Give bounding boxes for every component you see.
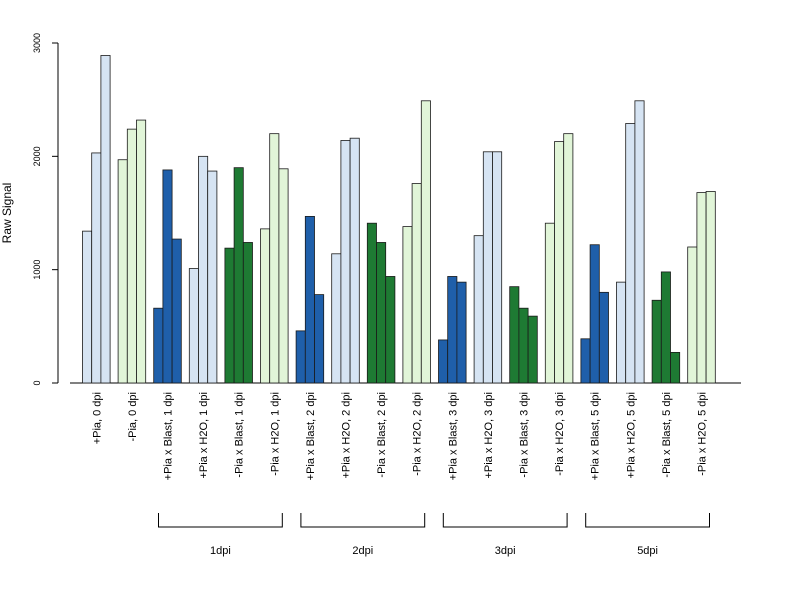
bar — [153, 307, 164, 384]
bar — [117, 159, 128, 384]
bar — [340, 140, 351, 384]
bar — [304, 215, 315, 384]
bar — [563, 133, 574, 384]
y-tick-label: 0 — [32, 380, 42, 385]
bar — [376, 242, 387, 384]
y-axis-label: Raw Signal — [0, 183, 14, 244]
bar — [527, 315, 538, 384]
group-label: 2dpi — [352, 545, 373, 557]
x-tick-label: +Pia x H2O, 1 dpi — [198, 392, 210, 479]
bar — [492, 151, 503, 384]
bar — [438, 339, 449, 384]
group-bracket — [585, 513, 710, 528]
bar — [616, 281, 627, 384]
bar — [411, 183, 422, 384]
group-bracket — [442, 513, 568, 528]
bar — [456, 281, 467, 384]
bars — [82, 55, 716, 384]
x-tick-label: -Pia x Blast, 5 dpi — [661, 392, 673, 478]
bar — [705, 191, 716, 384]
bar — [687, 246, 698, 384]
bar — [402, 226, 413, 384]
bar — [242, 242, 253, 384]
x-tick-label: -Pia, 0 dpi — [127, 392, 139, 442]
x-tick-label: +Pia x H2O, 5 dpi — [625, 392, 637, 479]
bar — [589, 244, 600, 384]
x-tick-label: -Pia x Blast, 1 dpi — [234, 392, 246, 478]
x-tick-label: +Pia x H2O, 3 dpi — [483, 392, 495, 479]
bar — [385, 276, 396, 384]
bar — [314, 294, 325, 384]
bar — [447, 276, 458, 384]
bar — [670, 351, 681, 384]
bar — [349, 137, 360, 384]
x-tick-label: -Pia x Blast, 2 dpi — [376, 392, 388, 478]
bar — [233, 167, 244, 384]
bar — [420, 100, 431, 384]
bar — [260, 228, 271, 384]
bar — [198, 155, 209, 384]
y-axis: 0 1000 2000 3000 — [32, 33, 59, 386]
group-label: 5dpi — [637, 545, 658, 557]
bar — [482, 151, 493, 384]
group-label: 1dpi — [210, 545, 231, 557]
bar — [126, 128, 137, 384]
x-tick-label: -Pia x H2O, 3 dpi — [554, 392, 566, 476]
x-tick-label: +Pia x H2O, 2 dpi — [341, 392, 353, 479]
bar — [91, 152, 102, 384]
bar — [331, 253, 342, 384]
bar — [82, 230, 93, 384]
group-bracket — [300, 513, 426, 528]
bar — [295, 330, 306, 384]
bar — [554, 141, 565, 384]
bar — [696, 192, 707, 384]
bar — [651, 299, 662, 384]
bar — [473, 235, 484, 384]
x-tick-label: -Pia x H2O, 5 dpi — [697, 392, 709, 476]
bar — [278, 168, 289, 384]
bar — [162, 169, 173, 384]
bar — [518, 307, 529, 384]
bar — [224, 247, 235, 384]
bar — [660, 271, 671, 384]
bar — [136, 119, 147, 384]
group-label: 3dpi — [495, 545, 516, 557]
bar — [269, 133, 280, 384]
bar — [544, 222, 555, 384]
bar — [580, 338, 591, 384]
x-tick-label: +Pia x Blast, 5 dpi — [590, 392, 602, 480]
bar — [634, 100, 645, 384]
x-tick-label: -Pia x H2O, 2 dpi — [412, 392, 424, 476]
bar — [598, 291, 609, 384]
bar — [207, 170, 218, 384]
bar — [366, 222, 377, 384]
x-tick-label: +Pia x Blast, 3 dpi — [447, 392, 459, 480]
group-bracket — [158, 513, 283, 528]
y-tick-label: 1000 — [32, 260, 42, 280]
x-tick-label: -Pia x Blast, 3 dpi — [519, 392, 531, 478]
y-tick-label: 2000 — [32, 146, 42, 166]
bar — [625, 123, 636, 384]
x-tick-labels: +Pia, 0 dpi -Pia, 0 dpi +Pia x Blast, 1 dp… — [91, 392, 708, 480]
bar — [188, 268, 199, 384]
bar — [100, 55, 111, 384]
group-brackets: 1dpi 2dpi 3dpi 5dpi — [158, 513, 710, 557]
x-tick-label: +Pia, 0 dpi — [91, 392, 103, 444]
bar — [509, 286, 520, 384]
x-tick-label: +Pia x Blast, 2 dpi — [305, 392, 317, 480]
x-tick-label: -Pia x H2O, 1 dpi — [269, 392, 281, 476]
y-tick-label: 3000 — [32, 33, 42, 53]
x-tick-label: +Pia x Blast, 1 dpi — [163, 392, 175, 480]
bar — [171, 238, 182, 384]
